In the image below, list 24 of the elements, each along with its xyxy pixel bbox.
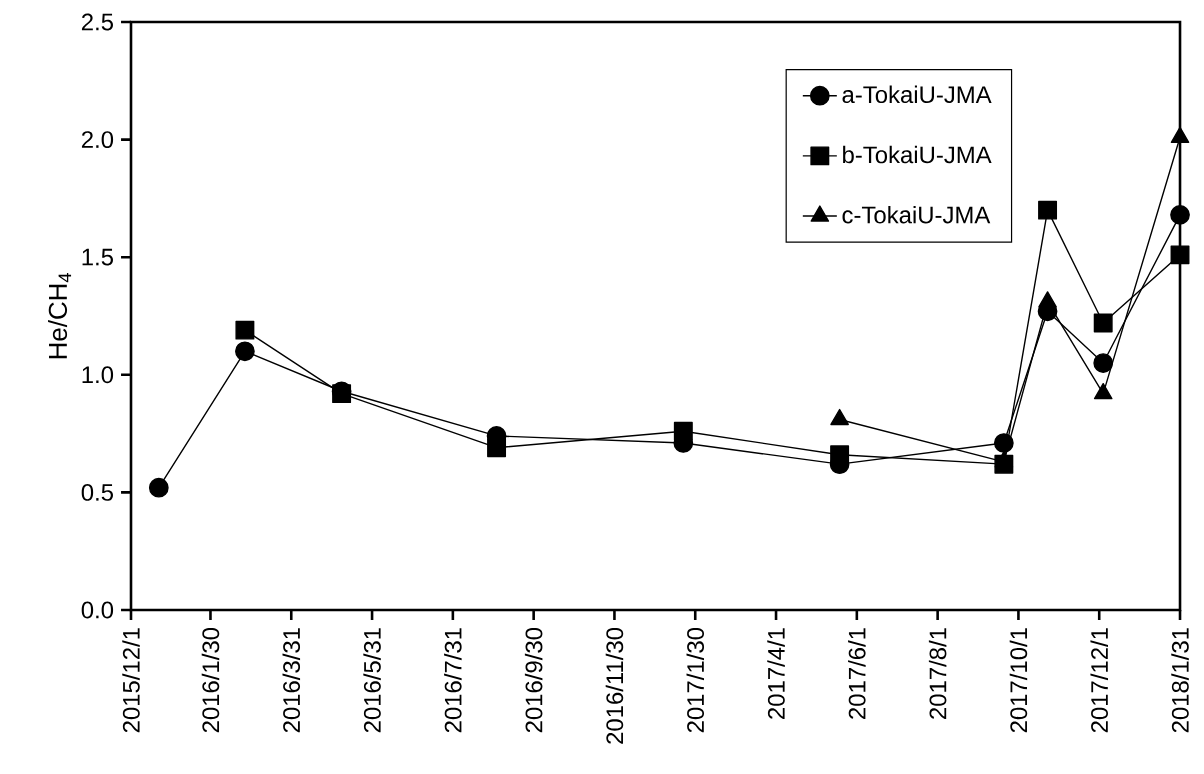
x-tick-label: 2016/1/30	[201, 627, 220, 733]
y-tick-label: 2.0	[81, 131, 114, 149]
legend-label: c-TokaiU-JMA	[842, 205, 991, 224]
y-tick-label: 1.0	[82, 366, 114, 384]
legend-label: b-TokaiU-JMA	[843, 145, 992, 164]
x-tick-label: 2016/11/30	[605, 627, 624, 744]
x-tick-label: 2016/7/31	[444, 628, 462, 733]
y-tick-label: 0.5	[81, 483, 113, 501]
x-tick-label: 2017/6/1	[848, 628, 866, 719]
x-tick-label: 2016/5/31	[363, 628, 381, 733]
x-tick-label: 2018/1/31	[1171, 628, 1189, 733]
y-tick-label: 2.5	[81, 13, 113, 31]
x-tick-label: 2015/12/1	[122, 628, 140, 733]
x-tick-label: 2016/9/30	[524, 627, 543, 733]
x-tick-label: 2016/3/31	[282, 628, 301, 733]
x-tick-label: 2017/10/1	[1009, 628, 1028, 733]
x-tick-label: 2017/1/30	[686, 627, 705, 733]
x-tick-label: 2017/8/1	[928, 628, 947, 719]
x-tick-label: 2017/12/1	[1090, 628, 1108, 733]
legend-label: a-TokaiU-JMA	[842, 85, 992, 104]
x-tick-label: 2017/4/1	[767, 628, 785, 719]
y-tick-label: 0.0	[81, 601, 114, 619]
y-tick-label: 1.5	[82, 248, 113, 266]
y-axis-title: He/CH$_{4}$	[48, 273, 72, 359]
